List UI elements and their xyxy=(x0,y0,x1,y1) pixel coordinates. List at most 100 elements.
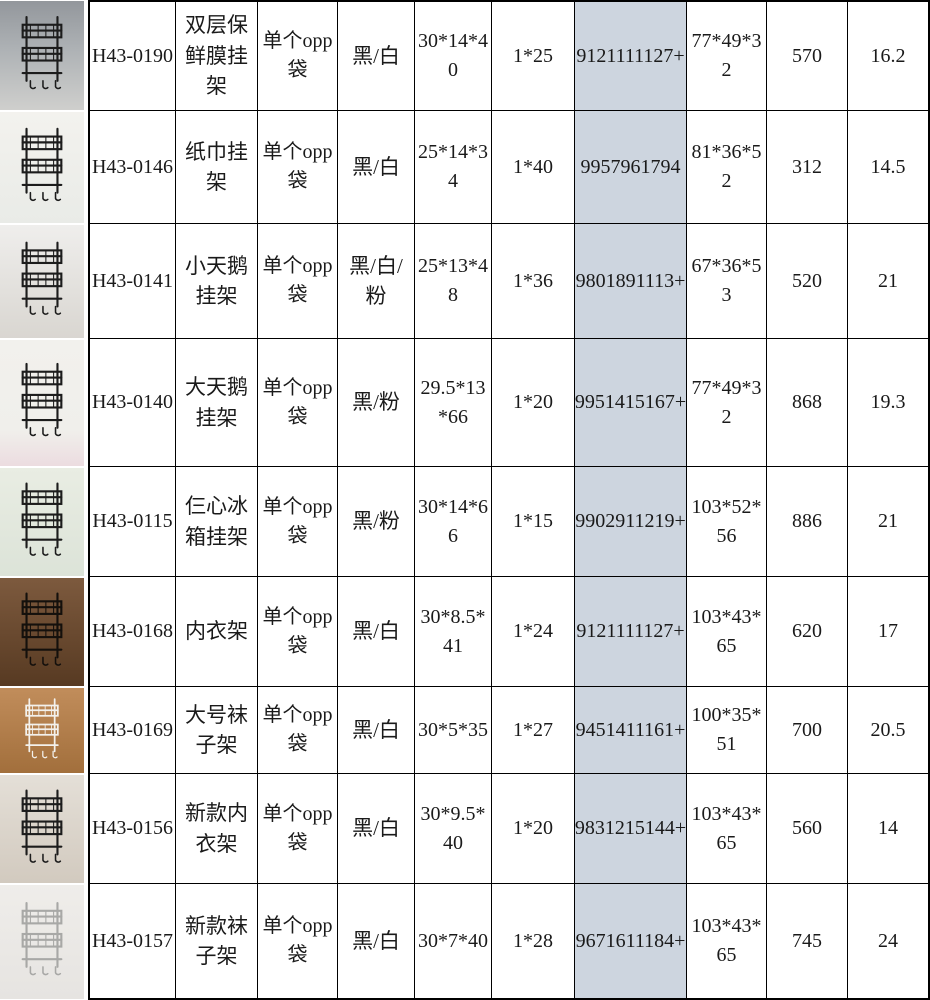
carton-size: 77*49*32 xyxy=(687,339,767,467)
carton-size: 103*43*65 xyxy=(687,884,767,1000)
wire-rack-icon xyxy=(13,351,71,454)
product-code: H43-0115 xyxy=(88,467,176,577)
weight: 700 xyxy=(767,687,848,774)
product-size: 30*9.5*40 xyxy=(415,774,492,884)
large-sock-rack-photo xyxy=(0,688,84,773)
barcode: 9902911219+ xyxy=(575,467,687,577)
wire-rack-icon xyxy=(13,11,71,100)
volume: 17 xyxy=(848,577,930,687)
product-photo-cell xyxy=(0,577,88,687)
product-code: H43-0168 xyxy=(88,577,176,687)
pack-spec: 1*25 xyxy=(492,0,575,111)
barcode: 9831215144+ xyxy=(575,774,687,884)
pack-spec: 1*20 xyxy=(492,339,575,467)
color-options: 黑/白 xyxy=(338,111,415,224)
product-size: 29.5*13*66 xyxy=(415,339,492,467)
carton-size: 100*35*51 xyxy=(687,687,767,774)
volume: 16.2 xyxy=(848,0,930,111)
volume: 20.5 xyxy=(848,687,930,774)
new-underwear-rack-photo xyxy=(0,775,84,883)
wire-rack-icon xyxy=(13,122,71,213)
color-options: 黑/白 xyxy=(338,577,415,687)
product-code: H43-0190 xyxy=(88,0,176,111)
pack-spec: 1*36 xyxy=(492,224,575,339)
barcode: 9957961794 xyxy=(575,111,687,224)
pack-spec: 1*27 xyxy=(492,687,575,774)
packaging: 单个opp袋 xyxy=(258,339,338,467)
carton-size: 67*36*53 xyxy=(687,224,767,339)
small-swan-rack-photo xyxy=(0,225,84,338)
wire-rack-icon xyxy=(13,895,71,988)
product-code: H43-0157 xyxy=(88,884,176,1000)
tissue-rack-photo xyxy=(0,112,84,223)
product-size: 30*14*66 xyxy=(415,467,492,577)
product-code: H43-0169 xyxy=(88,687,176,774)
new-sock-rack-photo xyxy=(0,885,84,999)
table-row: H43-0190 双层保鲜膜挂架 单个opp袋 黑/白 30*14*40 1*2… xyxy=(0,0,930,111)
weight: 745 xyxy=(767,884,848,1000)
volume: 21 xyxy=(848,224,930,339)
packaging: 单个opp袋 xyxy=(258,774,338,884)
product-photo-cell xyxy=(0,0,88,111)
product-code: H43-0156 xyxy=(88,774,176,884)
product-size: 25*13*48 xyxy=(415,224,492,339)
packaging: 单个opp袋 xyxy=(258,111,338,224)
table-row: H43-0168 内衣架 单个opp袋 黑/白 30*8.5*41 1*24 9… xyxy=(0,577,930,687)
barcode: 9671611184+ xyxy=(575,884,687,1000)
packaging: 单个opp袋 xyxy=(258,467,338,577)
volume: 14 xyxy=(848,774,930,884)
color-options: 黑/白 xyxy=(338,687,415,774)
packaging: 单个opp袋 xyxy=(258,687,338,774)
product-name: 双层保鲜膜挂架 xyxy=(176,0,258,111)
weight: 570 xyxy=(767,0,848,111)
pack-spec: 1*20 xyxy=(492,774,575,884)
product-name: 内衣架 xyxy=(176,577,258,687)
pack-spec: 1*15 xyxy=(492,467,575,577)
product-name: 纸巾挂架 xyxy=(176,111,258,224)
product-size: 30*8.5*41 xyxy=(415,577,492,687)
table-row: H43-0141 小天鹅挂架 单个opp袋 黑/白/粉 25*13*48 1*3… xyxy=(0,224,930,339)
wire-rack-icon xyxy=(13,696,71,766)
table-row: H43-0115 仨心冰箱挂架 单个opp袋 黑/粉 30*14*66 1*15… xyxy=(0,467,930,577)
product-size: 30*7*40 xyxy=(415,884,492,1000)
table-row: H43-0140 大天鹅挂架 单个opp袋 黑/粉 29.5*13*66 1*2… xyxy=(0,339,930,467)
fridge-side-rack-photo xyxy=(0,468,84,576)
weight: 886 xyxy=(767,467,848,577)
product-photo-cell xyxy=(0,774,88,884)
table-row: H43-0156 新款内衣架 单个opp袋 黑/白 30*9.5*40 1*20… xyxy=(0,774,930,884)
barcode: 9121111127+ xyxy=(575,0,687,111)
pack-spec: 1*28 xyxy=(492,884,575,1000)
product-code: H43-0146 xyxy=(88,111,176,224)
product-photo-cell xyxy=(0,224,88,339)
wire-rack-icon xyxy=(13,588,71,677)
color-options: 黑/粉 xyxy=(338,339,415,467)
weight: 520 xyxy=(767,224,848,339)
weight: 868 xyxy=(767,339,848,467)
wire-rack-icon xyxy=(13,785,71,874)
barcode: 9121111127+ xyxy=(575,577,687,687)
carton-size: 81*36*52 xyxy=(687,111,767,224)
pack-spec: 1*40 xyxy=(492,111,575,224)
color-options: 黑/白/粉 xyxy=(338,224,415,339)
product-code: H43-0140 xyxy=(88,339,176,467)
table-row: H43-0146 纸巾挂架 单个opp袋 黑/白 25*14*34 1*40 9… xyxy=(0,111,930,224)
product-name: 新款内衣架 xyxy=(176,774,258,884)
underwear-rack-photo xyxy=(0,578,84,686)
volume: 14.5 xyxy=(848,111,930,224)
product-name: 小天鹅挂架 xyxy=(176,224,258,339)
product-photo-cell xyxy=(0,687,88,774)
color-options: 黑/粉 xyxy=(338,467,415,577)
product-photo-cell xyxy=(0,884,88,1000)
barcode: 9451411161+ xyxy=(575,687,687,774)
carton-size: 103*43*65 xyxy=(687,577,767,687)
product-photo-cell xyxy=(0,467,88,577)
packaging: 单个opp袋 xyxy=(258,884,338,1000)
double-layer-wrap-rack-photo xyxy=(0,1,84,110)
carton-size: 103*43*65 xyxy=(687,774,767,884)
packaging: 单个opp袋 xyxy=(258,0,338,111)
product-photo-cell xyxy=(0,111,88,224)
packaging: 单个opp袋 xyxy=(258,224,338,339)
table-row: H43-0157 新款袜子架 单个opp袋 黑/白 30*7*40 1*28 9… xyxy=(0,884,930,1000)
product-name: 新款袜子架 xyxy=(176,884,258,1000)
